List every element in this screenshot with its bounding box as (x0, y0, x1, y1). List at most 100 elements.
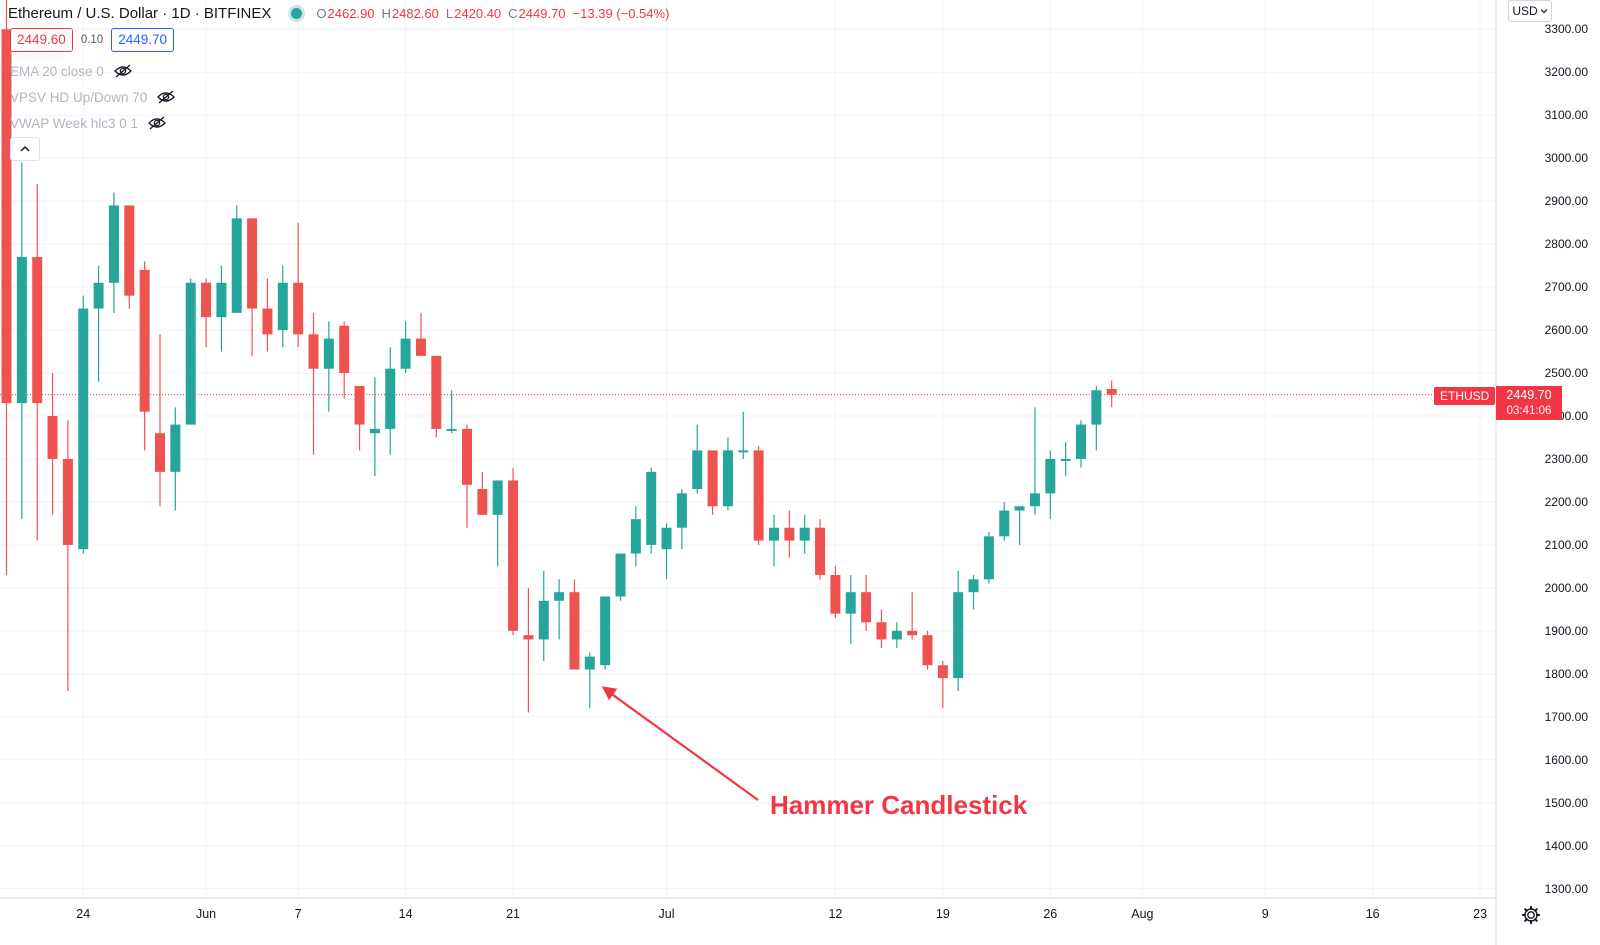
candle[interactable] (554, 579, 565, 640)
candle[interactable] (400, 321, 411, 374)
candle-body (799, 527, 810, 541)
candle[interactable] (1014, 506, 1025, 545)
candle[interactable] (1029, 407, 1040, 515)
candle[interactable] (492, 480, 503, 567)
candle[interactable] (968, 574, 979, 610)
candle[interactable] (47, 373, 58, 515)
candle[interactable] (876, 609, 887, 649)
candle[interactable] (323, 321, 334, 412)
buy-price-button[interactable]: 2449.70 (111, 28, 175, 52)
candle[interactable] (676, 489, 687, 550)
candle[interactable] (385, 347, 396, 455)
candle[interactable] (508, 467, 519, 636)
price-tick-label: 3200.00 (1544, 65, 1588, 80)
eye-hidden-icon[interactable] (157, 90, 176, 104)
sell-price-button[interactable]: 2449.60 (10, 28, 73, 52)
candle[interactable] (738, 411, 749, 459)
candle[interactable] (692, 424, 703, 494)
candle[interactable] (293, 222, 304, 348)
candle-body (93, 282, 104, 309)
candle[interactable] (584, 652, 595, 709)
candle-body (216, 282, 227, 318)
candle-body (538, 600, 549, 640)
candle[interactable] (845, 574, 856, 644)
price-tick-label: 3000.00 (1544, 151, 1588, 166)
candle[interactable] (262, 278, 273, 352)
candle[interactable] (983, 532, 994, 584)
candle[interactable] (185, 278, 196, 425)
candle[interactable] (538, 570, 549, 661)
candle[interactable] (569, 579, 580, 670)
candle[interactable] (247, 218, 258, 356)
candle[interactable] (630, 506, 641, 567)
candle[interactable] (661, 523, 672, 580)
candle[interactable] (108, 192, 119, 313)
candle[interactable] (216, 265, 227, 352)
candle[interactable] (462, 424, 472, 528)
candle[interactable] (446, 390, 457, 434)
candle[interactable] (277, 265, 288, 348)
collapse-legend-button[interactable] (10, 137, 40, 161)
indicator-ema[interactable]: EMA 20 close 0 (10, 61, 132, 81)
candle[interactable] (201, 278, 212, 348)
candle[interactable] (339, 321, 350, 399)
candle[interactable] (815, 519, 826, 580)
candle[interactable] (124, 205, 135, 309)
candle[interactable] (32, 183, 43, 541)
candle[interactable] (907, 592, 918, 640)
candle[interactable] (600, 596, 611, 670)
candle-body (769, 527, 779, 541)
candle[interactable] (1091, 385, 1102, 451)
candle[interactable] (1106, 380, 1117, 408)
candle[interactable] (1, 0, 12, 575)
annotation-text[interactable]: Hammer Candlestick (770, 790, 1028, 820)
bar-countdown: 03:41:06 (1506, 405, 1552, 417)
candle[interactable] (231, 205, 242, 313)
candle[interactable] (753, 446, 764, 545)
eye-hidden-icon[interactable] (148, 116, 166, 130)
candle[interactable] (1045, 450, 1056, 520)
candle[interactable] (16, 162, 27, 520)
candle[interactable] (1060, 441, 1071, 477)
candle-body (385, 368, 396, 429)
candle[interactable] (891, 622, 902, 649)
candle[interactable] (861, 574, 872, 631)
candle[interactable] (170, 407, 181, 511)
candle[interactable] (1076, 420, 1086, 468)
candle[interactable] (62, 420, 73, 692)
candle[interactable] (769, 514, 779, 567)
candle[interactable] (707, 450, 718, 515)
currency-selector[interactable]: USD (1508, 0, 1552, 22)
candle[interactable] (922, 630, 933, 670)
candle[interactable] (784, 510, 795, 558)
candle[interactable] (830, 566, 841, 618)
candle-body (661, 527, 672, 550)
candle[interactable] (523, 587, 534, 713)
candle[interactable] (999, 501, 1010, 541)
market-status-dot (291, 7, 303, 19)
candle[interactable] (78, 295, 89, 554)
candle[interactable] (431, 355, 442, 438)
candle[interactable] (477, 471, 488, 515)
candle[interactable] (155, 334, 165, 507)
candle[interactable] (953, 570, 964, 692)
candle[interactable] (354, 385, 365, 451)
candle[interactable] (139, 261, 150, 451)
candle[interactable] (308, 312, 319, 455)
candle[interactable] (799, 514, 810, 554)
candle[interactable] (369, 377, 380, 477)
eye-hidden-icon[interactable] (113, 64, 132, 78)
candle[interactable] (93, 265, 104, 382)
gear-icon[interactable] (1521, 905, 1541, 925)
indicator-vwap[interactable]: VWAP Week hlc3 0 1 (10, 113, 166, 133)
candle-body (876, 622, 887, 640)
candle[interactable] (615, 553, 626, 601)
indicator-vpsv[interactable]: VPSV HD Up/Down 70 (10, 87, 176, 107)
candle[interactable] (646, 467, 657, 554)
candle[interactable] (415, 312, 426, 356)
candle[interactable] (722, 437, 733, 511)
candle[interactable] (937, 660, 948, 709)
symbol-title[interactable]: Ethereum / U.S. Dollar · 1D · BITFINEX (8, 4, 272, 22)
candle-body (16, 257, 27, 404)
